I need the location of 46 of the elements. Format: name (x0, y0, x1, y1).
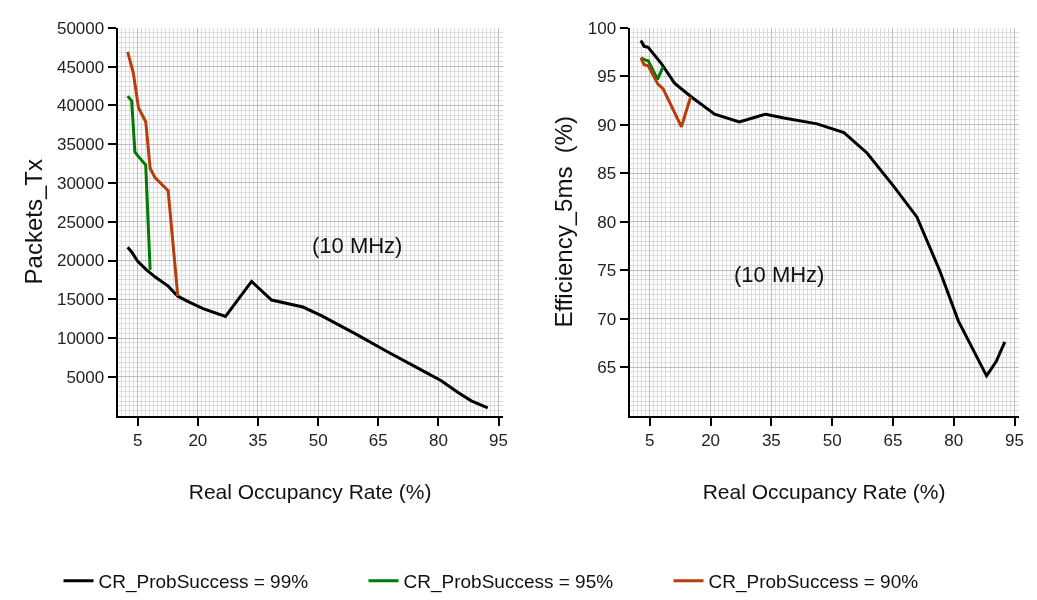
y-tick-label: 45000 (56, 57, 105, 77)
line-series (126, 94, 152, 272)
line-series (639, 56, 693, 129)
x-tick-label: 5 (645, 431, 655, 451)
y-tick-label: 70 (597, 309, 617, 329)
x-tick-label: 50 (308, 431, 328, 451)
line-series (639, 56, 665, 81)
x-tick-label: 65 (883, 431, 903, 451)
y-tick-label: 10000 (56, 329, 105, 349)
legend-label: CR_ProbSuccess = 99% (98, 571, 309, 594)
x-tick-label: 35 (761, 431, 781, 451)
legend-label: CR_ProbSuccess = 90% (708, 571, 919, 594)
y-tick-label: 85 (597, 164, 617, 184)
x-tick-label: 95 (489, 431, 509, 451)
y-tick-label: 20000 (56, 251, 105, 271)
y-tick-label: 30000 (56, 173, 105, 193)
y-tick-label: 80 (597, 212, 617, 232)
y-tick-label: 95 (597, 67, 617, 87)
y-tick-label: 100 (587, 18, 617, 38)
x-tick-label: 65 (368, 431, 388, 451)
x-tick-label: 35 (248, 431, 268, 451)
line-series (639, 39, 1007, 378)
y-tick-label: 35000 (56, 135, 105, 155)
x-tick-label: 95 (1005, 431, 1024, 451)
y-axis-title: Packets_Tx (19, 159, 47, 285)
y-tick-label: 75 (597, 261, 617, 281)
x-axis-title: Real Occupancy Rate (%) (702, 479, 946, 503)
annotation: (10 MHz) (312, 233, 403, 258)
y-tick-label: 5000 (66, 367, 105, 387)
y-tick-label: 65 (597, 358, 617, 378)
line-series (126, 50, 180, 298)
y-tick-label: 40000 (56, 96, 105, 116)
x-tick-label: 80 (944, 431, 964, 451)
y-axis-title: Efficiency_5ms (%) (550, 115, 578, 328)
x-tick-label: 80 (428, 431, 448, 451)
x-tick-label: 5 (132, 431, 143, 451)
y-tick-label: 25000 (56, 212, 105, 232)
x-axis-title: Real Occupancy Rate (%) (188, 479, 432, 503)
x-tick-label: 20 (188, 431, 208, 451)
annotation: (10 MHz) (734, 262, 825, 287)
y-tick-label: 15000 (56, 290, 105, 310)
x-tick-label: 20 (701, 431, 721, 451)
legend-label: CR_ProbSuccess = 95% (403, 571, 614, 594)
y-tick-label: 90 (597, 115, 617, 135)
y-tick-label: 50000 (56, 18, 105, 38)
x-tick-label: 50 (822, 431, 842, 451)
